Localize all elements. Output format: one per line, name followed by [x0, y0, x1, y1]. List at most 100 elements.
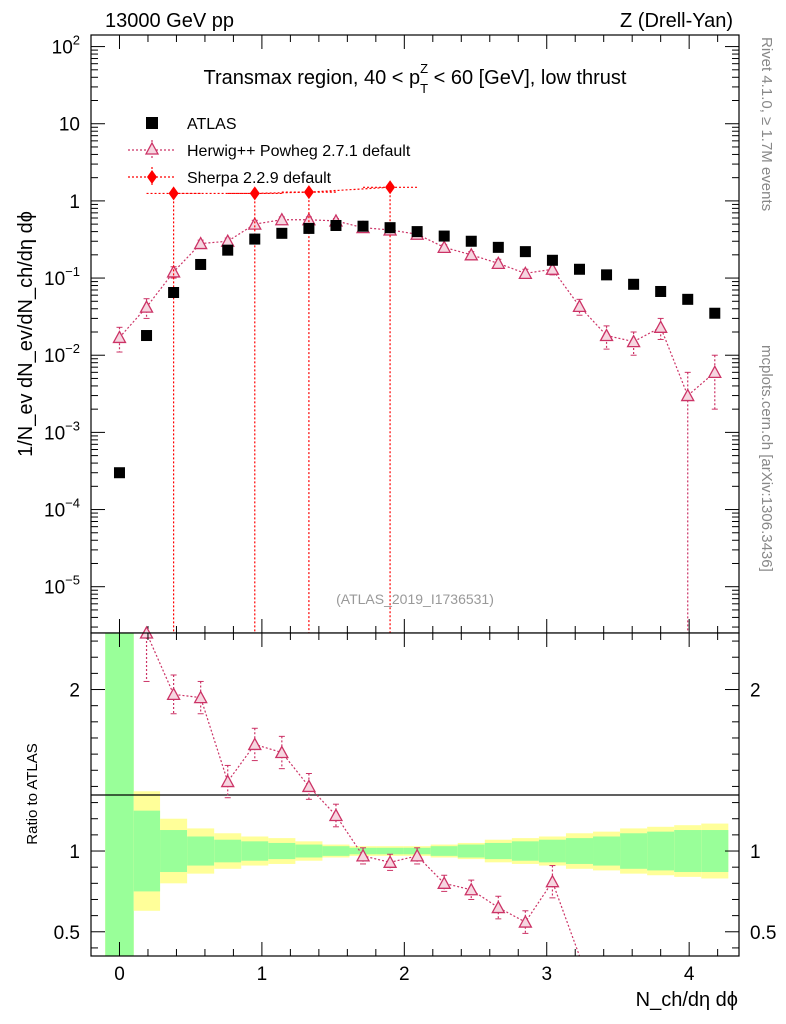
ratio-band-green — [647, 831, 675, 871]
sherpa-point — [168, 186, 179, 201]
ratio-band-green — [620, 833, 648, 869]
ratio-band-green — [565, 838, 594, 864]
ratio-band-green — [674, 830, 702, 873]
atlas-point — [168, 286, 180, 298]
ratio-herwig-point — [193, 690, 208, 704]
main-y-tick-label: 10−4 — [44, 496, 80, 522]
ratio-band-green — [484, 842, 512, 860]
herwig-point — [680, 388, 695, 402]
chart-title-post: < 60 [GeV], low thrust — [428, 67, 627, 89]
herwig-line — [119, 219, 716, 397]
ratio-band-green — [511, 841, 539, 861]
atlas-point — [141, 330, 153, 342]
herwig-point — [193, 236, 208, 250]
sherpa-point — [303, 185, 314, 200]
herwig-point — [437, 239, 452, 254]
ratio-herwig-series — [139, 625, 581, 957]
atlas-point — [330, 219, 342, 231]
ratio-band-green — [295, 844, 323, 858]
atlas-series — [113, 219, 721, 479]
ratio-y-tick-label: 2 — [69, 681, 80, 702]
ratio-ticks — [91, 633, 739, 956]
herwig-point — [572, 298, 587, 312]
ratio-band-green — [160, 830, 188, 873]
ratio-band-green — [133, 810, 161, 892]
atlas-point — [682, 293, 694, 305]
ratio-y-tick-label: 1 — [69, 842, 80, 863]
ratio-band-green — [187, 836, 215, 866]
main-y-tick-label: 10−2 — [44, 341, 80, 367]
ratio-uncertainty-bands — [105, 633, 729, 956]
main-y-tick-label: 10−5 — [44, 573, 80, 599]
mcplots-label: mcplots.cern.ch [arXiv:1306.3436] — [758, 345, 775, 572]
legend-marker-sherpa — [147, 170, 157, 184]
ratio-herwig-point — [274, 745, 289, 759]
header-left-label: 13000 GeV pp — [105, 10, 234, 32]
atlas-point — [601, 269, 613, 281]
rivet-version-label: Rivet 4.1.0, ≥ 1.7M events — [758, 37, 775, 211]
ratio-herwig-point — [328, 808, 344, 822]
legend-label-sherpa: Sherpa 2.2.9 default — [187, 170, 332, 187]
x-tick-label: 1 — [257, 964, 268, 985]
atlas-point — [411, 226, 423, 238]
sherpa-line — [173, 186, 391, 195]
herwig-point — [112, 330, 127, 344]
ratio-herwig-point — [491, 900, 506, 914]
atlas-point — [628, 278, 640, 290]
ratio-herwig-point — [355, 848, 371, 862]
legend-label-herwig: Herwig++ Powheg 2.7.1 default — [187, 143, 411, 160]
ratio-herwig-point — [301, 779, 316, 793]
herwig-point — [626, 334, 641, 348]
atlas-point — [195, 258, 207, 270]
sherpa-point — [385, 180, 396, 195]
main-plot-panel: 10−5 10−4 10−3 10−2 10−1 1 10 102 Transmax regi… — [15, 33, 740, 634]
ratio-y-tick-labels: 0.5 0.5 1 1 2 2 — [54, 681, 777, 944]
herwig-point — [464, 247, 479, 261]
sherpa-point — [249, 186, 260, 201]
ratio-band-green — [701, 830, 729, 873]
atlas-point — [709, 307, 721, 319]
legend: ATLAS Herwig++ Powheg 2.7.1 default Sher… — [128, 116, 411, 187]
atlas-point — [492, 241, 504, 253]
atlas-point — [276, 227, 288, 239]
herwig-point — [139, 299, 154, 313]
x-tick-label: 2 — [399, 964, 410, 985]
herwig-point — [491, 256, 506, 270]
ratio-plot-frame — [90, 632, 740, 957]
atlas-point — [546, 254, 558, 266]
ratio-y-tick-label-right: 2 — [750, 681, 761, 702]
main-y-tick-label: 10−3 — [44, 418, 80, 444]
atlas-point — [465, 235, 477, 247]
ratio-band-green — [430, 846, 458, 856]
ratio-plot-panel: 0.5 0.5 1 1 2 2 0 1 2 3 4 Ratio to ATLAS N_ch/dη … — [24, 625, 777, 1011]
chart-title-sub: T — [420, 81, 428, 96]
header-right-label: Z (Drell-Yan) — [620, 10, 733, 32]
herwig-point — [166, 264, 181, 278]
herwig-point — [274, 212, 289, 226]
ratio-herwig-point — [166, 687, 181, 701]
ratio-band-green — [593, 836, 621, 866]
atlas-point — [249, 233, 261, 245]
ratio-herwig-point — [464, 882, 479, 896]
analysis-watermark: (ATLAS_2019_I1736531) — [336, 591, 494, 607]
ratio-band-green — [376, 847, 404, 855]
main-y-tick-label: 10 — [59, 115, 80, 136]
legend-marker-herwig — [144, 141, 160, 155]
herwig-point — [545, 261, 560, 275]
main-y-axis-label: 1/N_ev dN_ev/dN_ch/dη dϕ — [15, 211, 37, 457]
atlas-point — [384, 222, 396, 234]
x-tick-label: 0 — [114, 964, 125, 985]
herwig-point — [653, 319, 668, 333]
legend-marker-atlas — [146, 117, 158, 129]
ratio-x-tick-labels: 0 1 2 3 4 — [114, 964, 695, 985]
main-y-tick-labels: 10−5 10−4 10−3 10−2 10−1 1 10 102 — [44, 33, 80, 599]
atlas-point — [573, 263, 585, 275]
sherpa-series — [146, 180, 418, 633]
main-y-tick-label: 1 — [69, 192, 80, 213]
x-axis-label: N_ch/dη dϕ — [636, 989, 738, 1011]
x-tick-label: 3 — [541, 964, 552, 985]
atlas-point — [113, 467, 125, 479]
ratio-band-green — [241, 841, 269, 861]
atlas-point — [222, 244, 234, 256]
